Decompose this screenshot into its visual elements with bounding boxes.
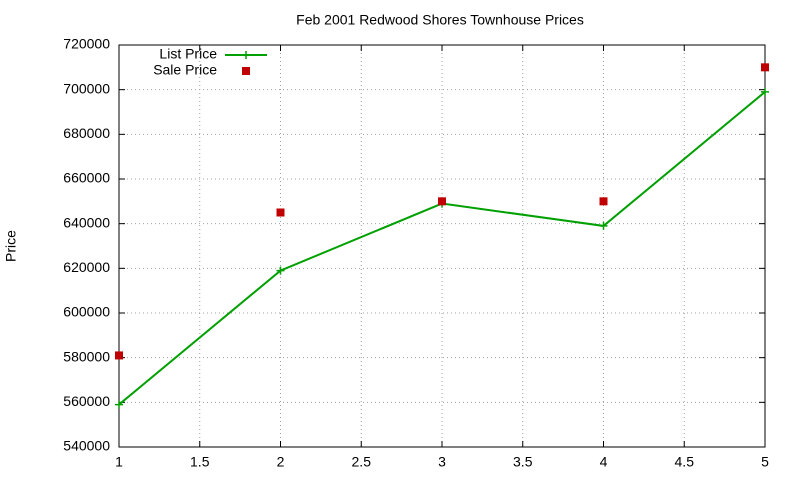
y-tick-label: 720000 — [63, 36, 110, 52]
y-tick-label: 680000 — [63, 125, 110, 141]
x-tick-label: 4 — [600, 454, 608, 470]
y-axis-label: Price — [3, 230, 19, 262]
data-point — [115, 400, 123, 409]
data-point — [761, 87, 769, 96]
y-tick-label: 620000 — [63, 259, 110, 275]
data-point — [115, 351, 123, 360]
chart-title: Feb 2001 Redwood Shores Townhouse Prices — [296, 12, 584, 28]
x-tick-label: 3.5 — [513, 454, 533, 470]
data-point — [599, 221, 608, 230]
data-point — [276, 208, 285, 217]
legend-label: List Price — [159, 46, 217, 62]
x-tick-label: 1.5 — [190, 454, 210, 470]
x-tick-label: 2 — [277, 454, 285, 470]
y-tick-label: 560000 — [63, 393, 110, 409]
y-tick-label: 640000 — [63, 214, 110, 230]
y-tick-label: 700000 — [63, 80, 110, 96]
data-point — [276, 266, 285, 275]
legend-label: Sale Price — [153, 62, 217, 78]
legend-marker — [242, 67, 250, 75]
x-tick-label: 5 — [761, 454, 769, 470]
x-tick-label: 3 — [438, 454, 446, 470]
x-tick-label: 4.5 — [675, 454, 695, 470]
y-tick-label: 660000 — [63, 170, 110, 186]
y-tick-label: 580000 — [63, 348, 110, 364]
data-point — [438, 197, 446, 206]
data-point — [599, 197, 608, 206]
y-tick-label: 600000 — [63, 304, 110, 320]
x-tick-label: 1 — [115, 454, 123, 470]
data-point — [761, 63, 769, 72]
legend-marker — [242, 51, 250, 59]
y-tick-label: 540000 — [63, 438, 110, 454]
x-tick-label: 2.5 — [352, 454, 372, 470]
plot-border — [118, 44, 766, 448]
